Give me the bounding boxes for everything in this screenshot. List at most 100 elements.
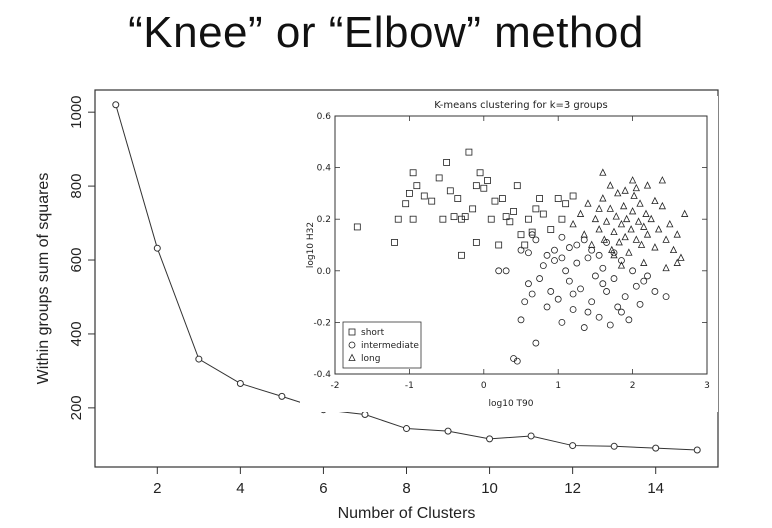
point-short	[465, 148, 473, 156]
inset-x-tick-label: 0	[481, 381, 487, 391]
point-long	[632, 235, 640, 243]
point-long	[632, 183, 640, 192]
point-long	[658, 201, 667, 210]
point-intermediate	[632, 282, 640, 290]
point-intermediate	[569, 290, 577, 298]
slide-title: “Knee” or “Elbow” method	[128, 8, 644, 57]
point-intermediate	[580, 324, 588, 331]
point-intermediate	[599, 280, 607, 288]
point-short	[487, 215, 495, 223]
data-point	[652, 444, 660, 452]
point-long	[608, 245, 616, 254]
point-intermediate	[502, 267, 510, 275]
point-short	[435, 174, 443, 182]
point-short	[458, 215, 465, 223]
point-long	[651, 196, 659, 205]
x-tick-label: 4	[236, 480, 244, 497]
legend-box	[342, 321, 422, 369]
inset-y-tick-label: 0.0	[317, 267, 332, 277]
point-intermediate	[621, 293, 629, 301]
point-intermediate	[551, 246, 558, 254]
point-long	[595, 225, 603, 233]
inset-x-tick-label: -2	[331, 381, 340, 391]
y-tick-label: 600	[68, 248, 85, 273]
point-intermediate	[640, 277, 648, 285]
point-short	[450, 213, 458, 221]
point-long	[591, 214, 600, 223]
legend-label: short	[361, 328, 385, 338]
point-long	[673, 230, 681, 238]
point-long	[640, 258, 648, 266]
data-point	[361, 411, 369, 419]
series-short	[353, 148, 577, 259]
point-intermediate	[595, 313, 603, 321]
point-short	[498, 195, 506, 202]
point-short	[353, 223, 361, 231]
point-intermediate	[562, 267, 570, 275]
point-short	[458, 251, 465, 259]
point-long	[625, 248, 633, 256]
point-long	[599, 194, 607, 202]
series-long	[569, 168, 689, 272]
inset-y-tick-label: 0.4	[317, 164, 332, 174]
inset-frame	[334, 115, 708, 375]
legend-label: long	[361, 354, 380, 364]
x-axis-label: Number of Clusters	[338, 505, 476, 522]
point-long	[621, 186, 629, 194]
point-short	[521, 241, 529, 249]
point-intermediate	[569, 306, 577, 313]
data-point	[610, 442, 618, 450]
point-short	[469, 205, 477, 213]
point-long	[615, 238, 623, 246]
point-long	[636, 199, 644, 207]
point-short	[536, 195, 543, 202]
inset-y-tick-label: -0.4	[313, 370, 331, 380]
point-long	[621, 232, 629, 241]
point-intermediate	[606, 321, 614, 329]
point-long	[654, 225, 663, 233]
point-short	[476, 169, 484, 177]
point-intermediate	[565, 244, 573, 251]
point-short	[502, 213, 510, 221]
point-intermediate	[532, 236, 540, 244]
point-long	[602, 217, 611, 225]
point-short	[409, 169, 417, 177]
point-short	[446, 187, 454, 195]
point-intermediate	[558, 254, 566, 262]
point-intermediate	[662, 293, 670, 301]
point-intermediate	[614, 303, 622, 311]
point-short	[420, 192, 428, 200]
point-intermediate	[528, 290, 536, 298]
point-short	[532, 205, 540, 213]
point-long	[600, 235, 608, 243]
point-short	[525, 215, 532, 223]
point-intermediate	[521, 298, 529, 306]
point-short	[391, 239, 398, 246]
point-short	[413, 182, 421, 190]
x-tick-label: 12	[564, 480, 581, 497]
point-intermediate	[610, 275, 618, 282]
legend-label: intermediate	[361, 341, 419, 351]
point-intermediate	[543, 303, 551, 311]
inset-y-axis-label: log10 H32	[306, 222, 316, 268]
point-intermediate	[573, 241, 581, 249]
data-point	[153, 244, 161, 252]
point-short	[443, 159, 451, 166]
point-intermediate	[577, 285, 584, 293]
point-intermediate	[584, 254, 592, 262]
point-long	[642, 209, 650, 217]
point-short	[428, 197, 436, 205]
point-long	[584, 199, 592, 207]
point-short	[409, 215, 417, 223]
point-intermediate	[525, 280, 532, 288]
inset-y-tick-label: -0.2	[313, 318, 331, 328]
x-tick-label: 10	[481, 480, 498, 497]
point-intermediate	[595, 251, 603, 259]
data-point	[444, 427, 452, 435]
point-long	[662, 235, 670, 243]
point-short	[554, 195, 562, 202]
point-long	[658, 176, 667, 184]
point-long	[673, 258, 681, 266]
